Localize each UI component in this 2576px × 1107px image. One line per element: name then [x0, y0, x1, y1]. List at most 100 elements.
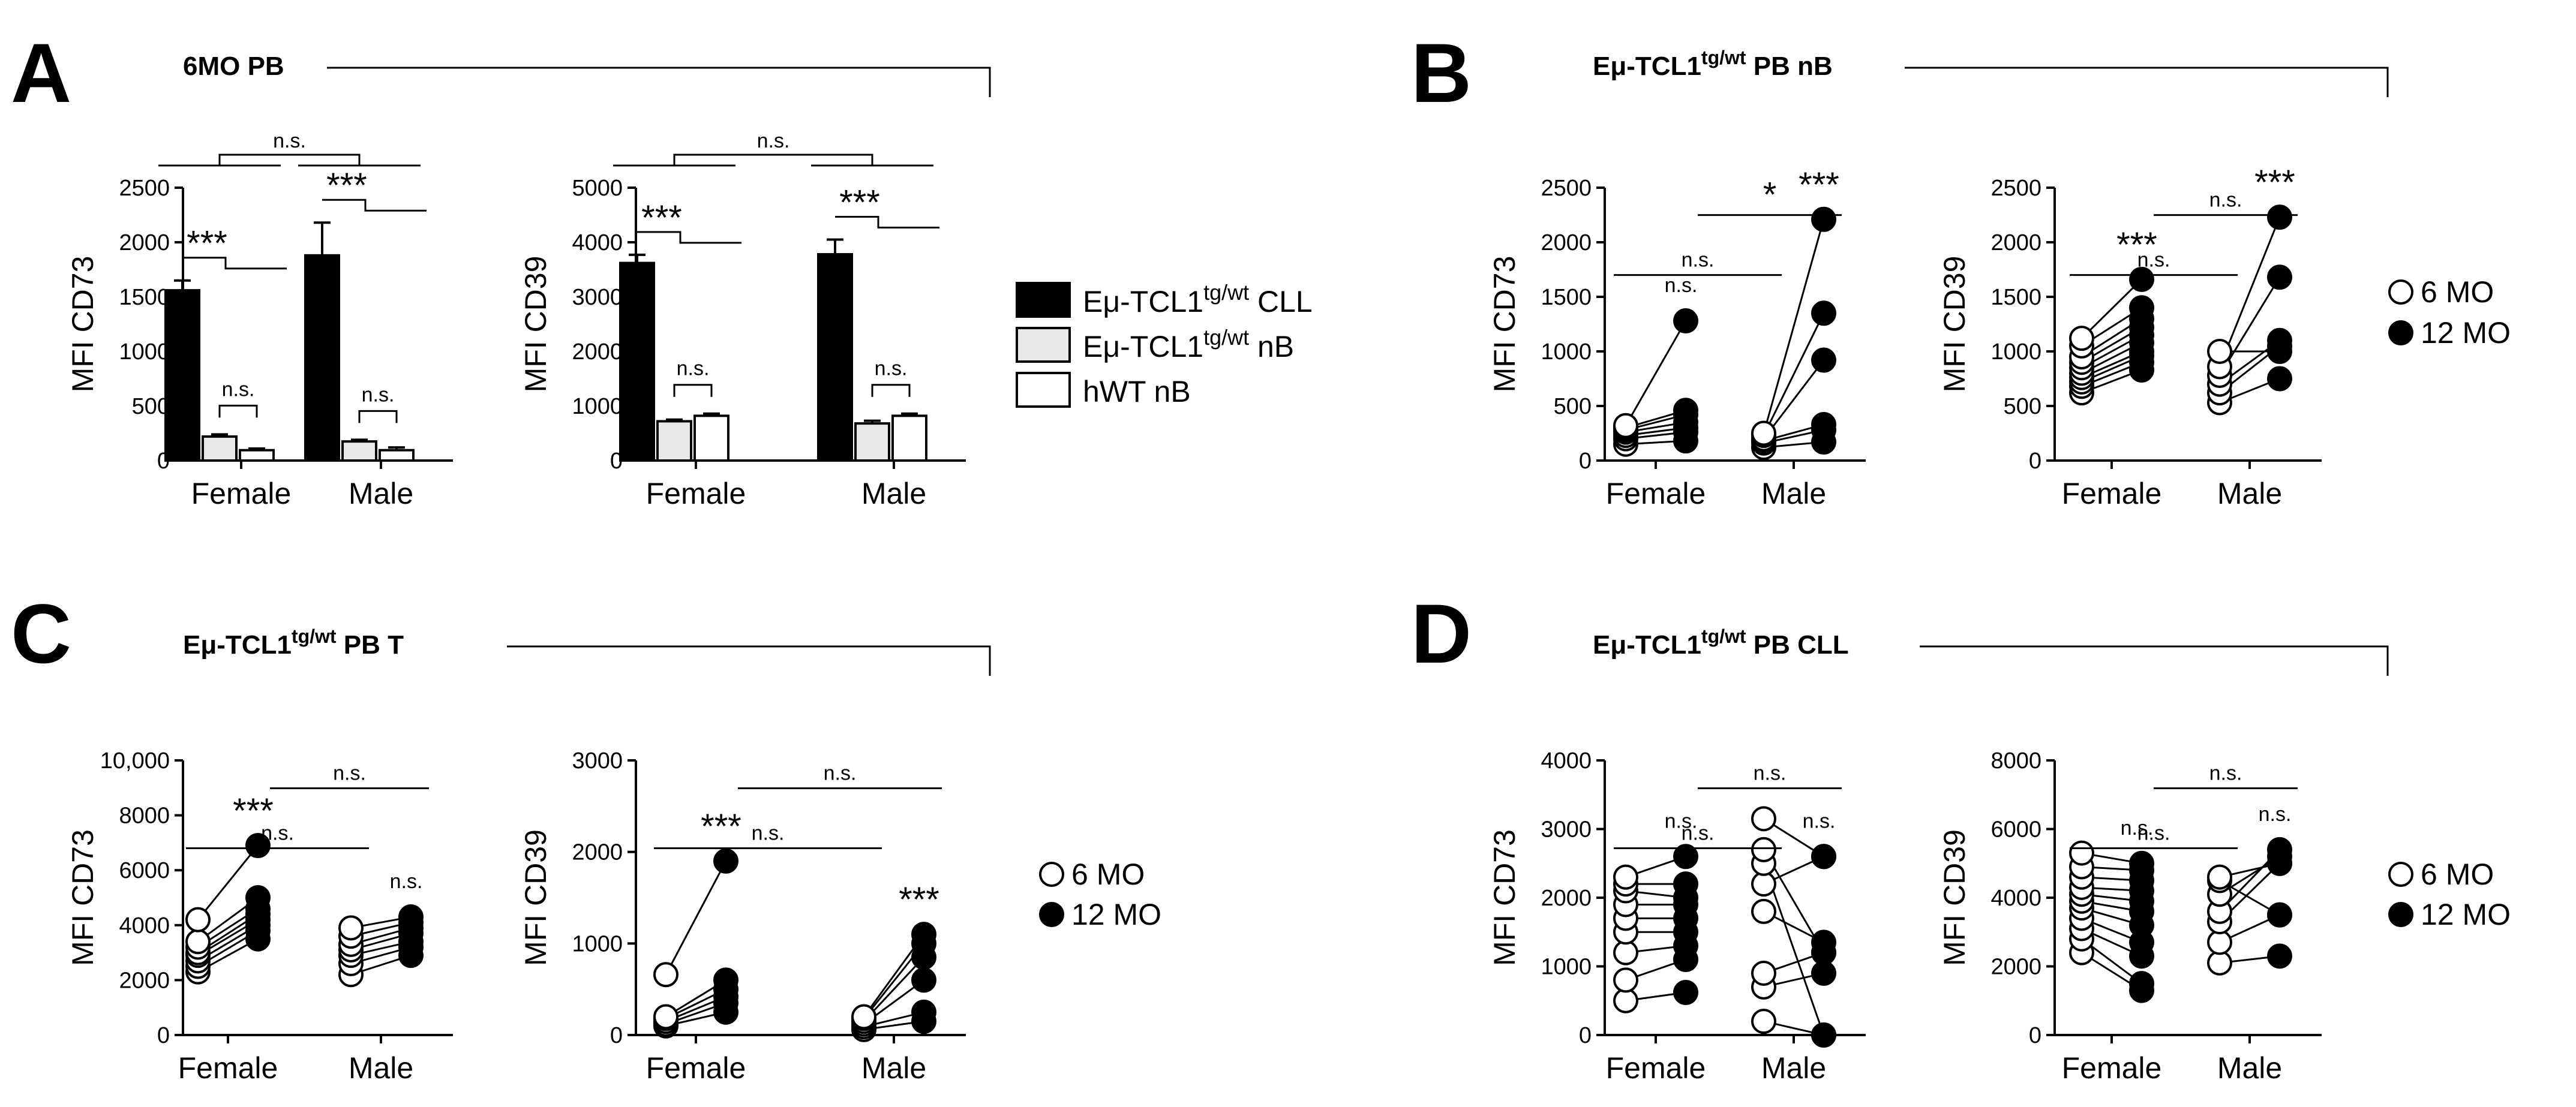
- point-12mo: [911, 922, 936, 947]
- y-tick-label: 1000: [119, 339, 170, 365]
- point-6mo: [1751, 871, 1776, 897]
- legend-label-6mo: 6 MO: [1071, 858, 1145, 891]
- y-tick-label: 3000: [1541, 817, 1592, 843]
- y-tick-label: 0: [1579, 449, 1592, 474]
- y-tick-label: 1500: [1990, 285, 2041, 310]
- x-tick-label: Female: [1606, 1051, 1706, 1085]
- significance-label: n.s.: [875, 357, 908, 380]
- chart-b-cd73: 0 500 1000 1500 2000 2500 Female Male MFI CD73 n.…: [1488, 166, 1866, 510]
- x-tick-label: Female: [191, 477, 292, 510]
- y-tick-label: 6000: [1990, 817, 2041, 843]
- point-12mo: [398, 904, 424, 930]
- significance-label: ***: [1799, 166, 1839, 204]
- y-axis-label: MFI CD73: [66, 829, 100, 966]
- legend-label-hwt: hWT nB: [1083, 375, 1191, 408]
- point-12mo: [1673, 980, 1698, 1006]
- legend-marker-6mo: [2388, 279, 2413, 305]
- point-12mo: [1811, 960, 1836, 986]
- y-tick-label: 2000: [1541, 230, 1592, 255]
- x-tick-label: Female: [1606, 477, 1706, 510]
- y-axis-label: MFI CD73: [1488, 829, 1521, 966]
- point-12mo: [911, 999, 936, 1025]
- y-tick-label: 0: [2029, 1023, 2041, 1048]
- significance-label: n.s.: [2209, 762, 2242, 785]
- bar: [619, 261, 655, 462]
- y-tick-label: 8000: [1990, 748, 2041, 774]
- point-12mo: [1811, 411, 1836, 437]
- y-tick-label: 2000: [1541, 886, 1592, 911]
- point-6mo: [1751, 420, 1776, 446]
- bar: [817, 253, 853, 462]
- significance-label: n.s.: [362, 383, 395, 406]
- significance-label: n.s.: [757, 130, 790, 152]
- significance-label: ***: [899, 880, 939, 919]
- point-12mo: [2267, 264, 2292, 290]
- legend-label-12mo: 12 MO: [2421, 316, 2511, 350]
- point-12mo: [1811, 300, 1836, 326]
- point-12mo: [1811, 347, 1836, 373]
- title-bracket-c: [507, 645, 991, 676]
- significance-label: ***: [701, 807, 741, 846]
- point-6mo: [2207, 864, 2232, 890]
- y-tick-label: 2500: [1541, 176, 1592, 201]
- point-6mo: [1751, 898, 1776, 924]
- significance-label: n.s.: [1665, 274, 1698, 297]
- y-axis-label: MFI CD39: [519, 829, 553, 966]
- point-12mo: [1673, 308, 1698, 334]
- significance-label: *: [1763, 176, 1777, 215]
- significance-label: ***: [641, 198, 682, 237]
- significance-label: n.s.: [2259, 803, 2292, 826]
- y-axis-label: MFI CD39: [519, 256, 553, 393]
- point-6mo: [851, 1004, 876, 1030]
- significance-label: ***: [233, 792, 274, 831]
- bar: [854, 422, 890, 462]
- pair-line: [665, 861, 727, 975]
- legend-label-cll: Eμ-TCL1tg/wt CLL: [1083, 280, 1313, 318]
- point-12mo: [1811, 206, 1836, 232]
- panel-label-b: B: [1411, 26, 1472, 120]
- point-6mo: [2069, 326, 2094, 351]
- significance-label: ***: [2254, 163, 2295, 202]
- significance-bracket: [673, 384, 713, 397]
- legend-label-12mo: 12 MO: [2421, 898, 2511, 931]
- pair-line: [2218, 216, 2281, 368]
- significance-bracket: [673, 154, 873, 166]
- significance-label: n.s.: [2137, 822, 2170, 845]
- y-tick-label: 4000: [1541, 748, 1592, 774]
- significance-bracket: [322, 198, 427, 212]
- significance-label: n.s.: [222, 378, 255, 401]
- y-tick-label: 10,000: [100, 748, 170, 774]
- pair-line: [1763, 219, 1825, 434]
- point-6mo: [1751, 960, 1776, 986]
- pair-line: [197, 845, 259, 921]
- significance-bracket: [835, 215, 939, 228]
- point-12mo: [911, 967, 936, 993]
- point-6mo: [653, 1004, 678, 1030]
- point-12mo: [245, 832, 271, 858]
- point-12mo: [2129, 850, 2154, 876]
- point-12mo: [1673, 844, 1698, 870]
- pair-line: [1763, 863, 1825, 1036]
- point-12mo: [2129, 266, 2154, 292]
- x-tick-label: Male: [1761, 1051, 1826, 1085]
- significance-label: n.s.: [273, 130, 306, 152]
- x-tick-label: Male: [349, 477, 413, 510]
- pair-line: [1625, 320, 1687, 426]
- y-axis-label: MFI CD73: [66, 256, 100, 393]
- point-6mo: [185, 929, 211, 955]
- bar: [239, 449, 275, 462]
- y-tick-label: 4000: [1990, 886, 2041, 911]
- legend-label-6mo: 6 MO: [2421, 275, 2494, 309]
- x-tick-label: Female: [178, 1051, 278, 1085]
- significance-label: n.s.: [261, 822, 294, 845]
- y-tick-label: 2000: [119, 230, 170, 255]
- point-6mo: [2207, 950, 2232, 976]
- legend-marker-6mo: [2388, 862, 2413, 887]
- point-12mo: [713, 848, 738, 874]
- significance-bracket: [218, 404, 258, 418]
